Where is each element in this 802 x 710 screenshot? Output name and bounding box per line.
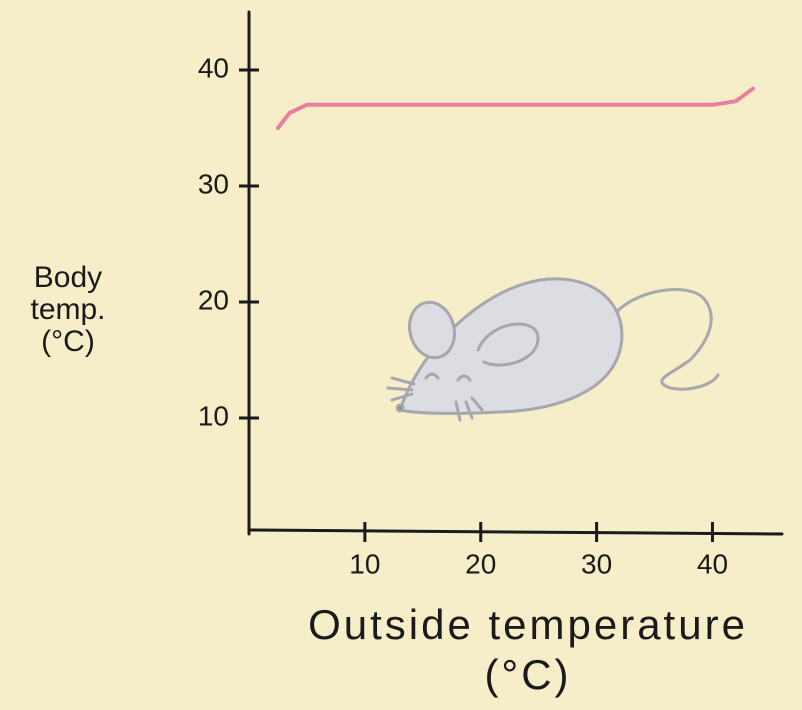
- x-tick-label: 10: [349, 548, 380, 579]
- data-line: [275, 86, 756, 130]
- x-tick-label: 20: [465, 548, 496, 579]
- x-axis: [247, 528, 784, 536]
- y-tick-label: 20: [198, 284, 229, 315]
- x-tick-label: 40: [697, 548, 728, 579]
- x-tick-label: 30: [581, 548, 612, 579]
- mouse-illustration: [386, 277, 720, 422]
- x-axis-label: Outside temperature (°C): [308, 601, 748, 698]
- y-tick-label: 40: [198, 52, 229, 83]
- y-axis-label: Body temp. (°C): [30, 261, 106, 358]
- y-tick-label: 10: [198, 400, 229, 431]
- y-tick-label: 30: [198, 168, 229, 199]
